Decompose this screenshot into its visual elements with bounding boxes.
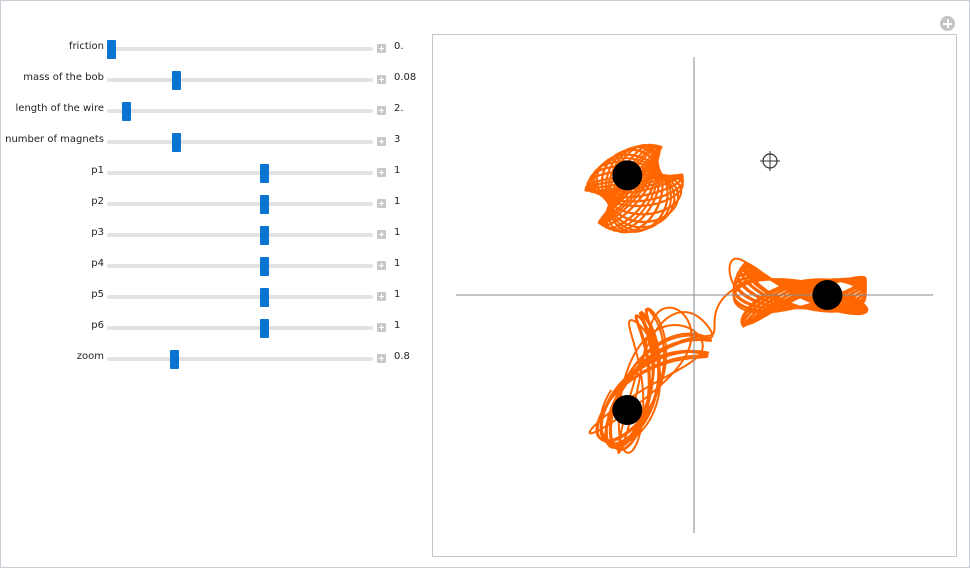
- expand-plus-icon[interactable]: [377, 75, 386, 84]
- control-label: length of the wire: [15, 103, 104, 114]
- slider-thumb[interactable]: [106, 40, 116, 59]
- magnet-2: [812, 280, 843, 310]
- control-label: p2: [91, 196, 104, 207]
- control-row-magnets: number of magnets 3: [1, 132, 431, 152]
- magnet-1: [612, 160, 643, 191]
- trajectory-path: [588, 257, 869, 454]
- trajectory-plot[interactable]: [432, 34, 957, 557]
- slider-track[interactable]: [107, 288, 373, 307]
- trajectory-path: [732, 261, 868, 328]
- control-label: friction: [68, 41, 104, 52]
- control-value: 3: [394, 134, 401, 145]
- control-value: 0.8: [394, 351, 410, 362]
- expand-plus-icon[interactable]: [377, 44, 386, 53]
- slider-track[interactable]: [107, 350, 373, 369]
- expand-plus-icon[interactable]: [377, 199, 386, 208]
- control-label: p3: [91, 227, 104, 238]
- control-value: 0.: [394, 41, 404, 52]
- slider-thumb[interactable]: [259, 319, 269, 338]
- control-label: p1: [91, 165, 104, 176]
- trajectory-path: [584, 143, 684, 234]
- control-value: 1: [394, 289, 401, 300]
- control-row-p4: p4 1: [1, 256, 431, 276]
- control-value: 1: [394, 258, 401, 269]
- slider-thumb[interactable]: [169, 350, 179, 369]
- plot-canvas[interactable]: [433, 35, 956, 556]
- control-label: zoom: [76, 351, 104, 362]
- slider-thumb[interactable]: [121, 102, 131, 121]
- control-value: 2.: [394, 103, 404, 114]
- slider-track[interactable]: [106, 40, 373, 59]
- control-value: 1: [394, 227, 401, 238]
- slider-thumb[interactable]: [259, 195, 269, 214]
- control-label: p4: [91, 258, 104, 269]
- control-row-p1: p1 1: [1, 163, 431, 183]
- control-label: p6: [91, 320, 104, 331]
- expand-plus-icon[interactable]: [377, 261, 386, 270]
- slider-thumb[interactable]: [259, 226, 269, 245]
- control-row-mass: mass of the bob 0.08: [1, 70, 431, 90]
- magnets: [612, 160, 843, 425]
- slider-track[interactable]: [107, 164, 373, 183]
- control-row-p5: p5 1: [1, 287, 431, 307]
- trajectory-paths: [584, 143, 869, 454]
- slider-thumb[interactable]: [259, 257, 269, 276]
- control-value: 1: [394, 320, 401, 331]
- add-bookmark-icon[interactable]: [940, 16, 955, 31]
- control-row-zoom: zoom 0.8: [1, 349, 431, 369]
- expand-plus-icon[interactable]: [377, 168, 386, 177]
- slider-thumb[interactable]: [259, 288, 269, 307]
- control-label: number of magnets: [5, 134, 104, 145]
- slider-thumb[interactable]: [172, 71, 182, 90]
- control-row-p2: p2 1: [1, 194, 431, 214]
- slider-track[interactable]: [107, 319, 373, 338]
- slider-track[interactable]: [107, 226, 373, 245]
- slider-thumb[interactable]: [172, 133, 182, 152]
- expand-plus-icon[interactable]: [377, 106, 386, 115]
- control-value: 1: [394, 196, 401, 207]
- slider-track[interactable]: [107, 71, 373, 90]
- control-value: 1: [394, 165, 401, 176]
- crosshair-icon[interactable]: [760, 151, 780, 171]
- expand-plus-icon[interactable]: [377, 292, 386, 301]
- control-row-p3: p3 1: [1, 225, 431, 245]
- slider-thumb[interactable]: [259, 164, 269, 183]
- slider-track[interactable]: [107, 195, 373, 214]
- control-row-p6: p6 1: [1, 318, 431, 338]
- control-label: mass of the bob: [23, 72, 104, 83]
- expand-plus-icon[interactable]: [377, 354, 386, 363]
- control-label: p5: [91, 289, 104, 300]
- slider-track[interactable]: [107, 102, 373, 121]
- control-value: 0.08: [394, 72, 417, 83]
- control-row-length: length of the wire 2.: [1, 101, 431, 121]
- expand-plus-icon[interactable]: [377, 137, 386, 146]
- slider-track[interactable]: [107, 133, 373, 152]
- magnet-3: [612, 395, 643, 425]
- expand-plus-icon[interactable]: [377, 230, 386, 239]
- control-row-friction: friction 0.: [1, 39, 431, 59]
- slider-track[interactable]: [107, 257, 373, 276]
- expand-plus-icon[interactable]: [377, 323, 386, 332]
